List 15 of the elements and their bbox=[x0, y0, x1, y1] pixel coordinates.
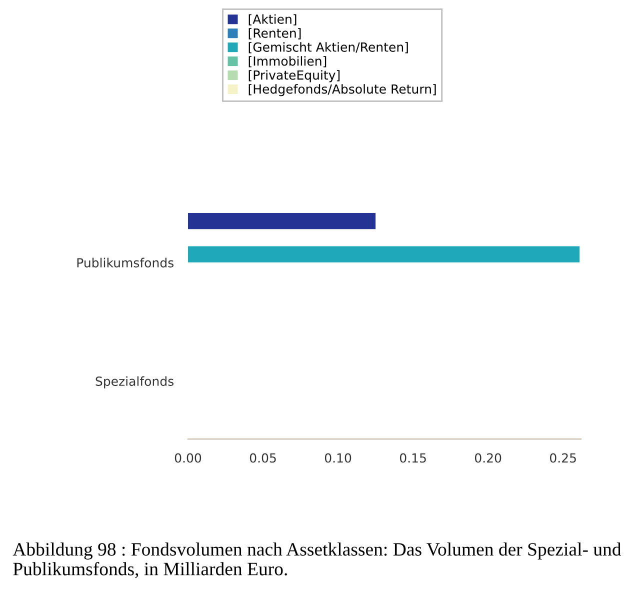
legend-label: [Gemischt Aktien/Renten] bbox=[248, 42, 408, 54]
x-tick-label: 0.25 bbox=[550, 453, 576, 463]
x-tick-label: 0.05 bbox=[250, 453, 276, 463]
text: Abbildung 98 : Fondsvolumen nach Assetklassen: Das Volumen der Spezial- und Publikumsfonds, in Milliarden Euro. bbox=[12, 542, 622, 578]
x-tick-label: 0.00 bbox=[174, 453, 202, 463]
legend-label: [Immobilien] bbox=[248, 56, 326, 68]
legend-label: [Aktien] bbox=[248, 14, 296, 26]
x-tick-label: 0.15 bbox=[400, 453, 426, 463]
x-tick-label: 0.10 bbox=[324, 453, 352, 463]
y-tick-label: Spezialfonds bbox=[96, 376, 174, 388]
legend-label: [Renten] bbox=[248, 28, 301, 40]
legend-label: [PrivateEquity] bbox=[248, 70, 340, 82]
legend-label: [Hedgefonds/Absolute Return] bbox=[248, 84, 436, 96]
x-tick-label: 0.20 bbox=[474, 453, 502, 463]
y-tick-label: Publikumsfonds bbox=[77, 258, 174, 268]
